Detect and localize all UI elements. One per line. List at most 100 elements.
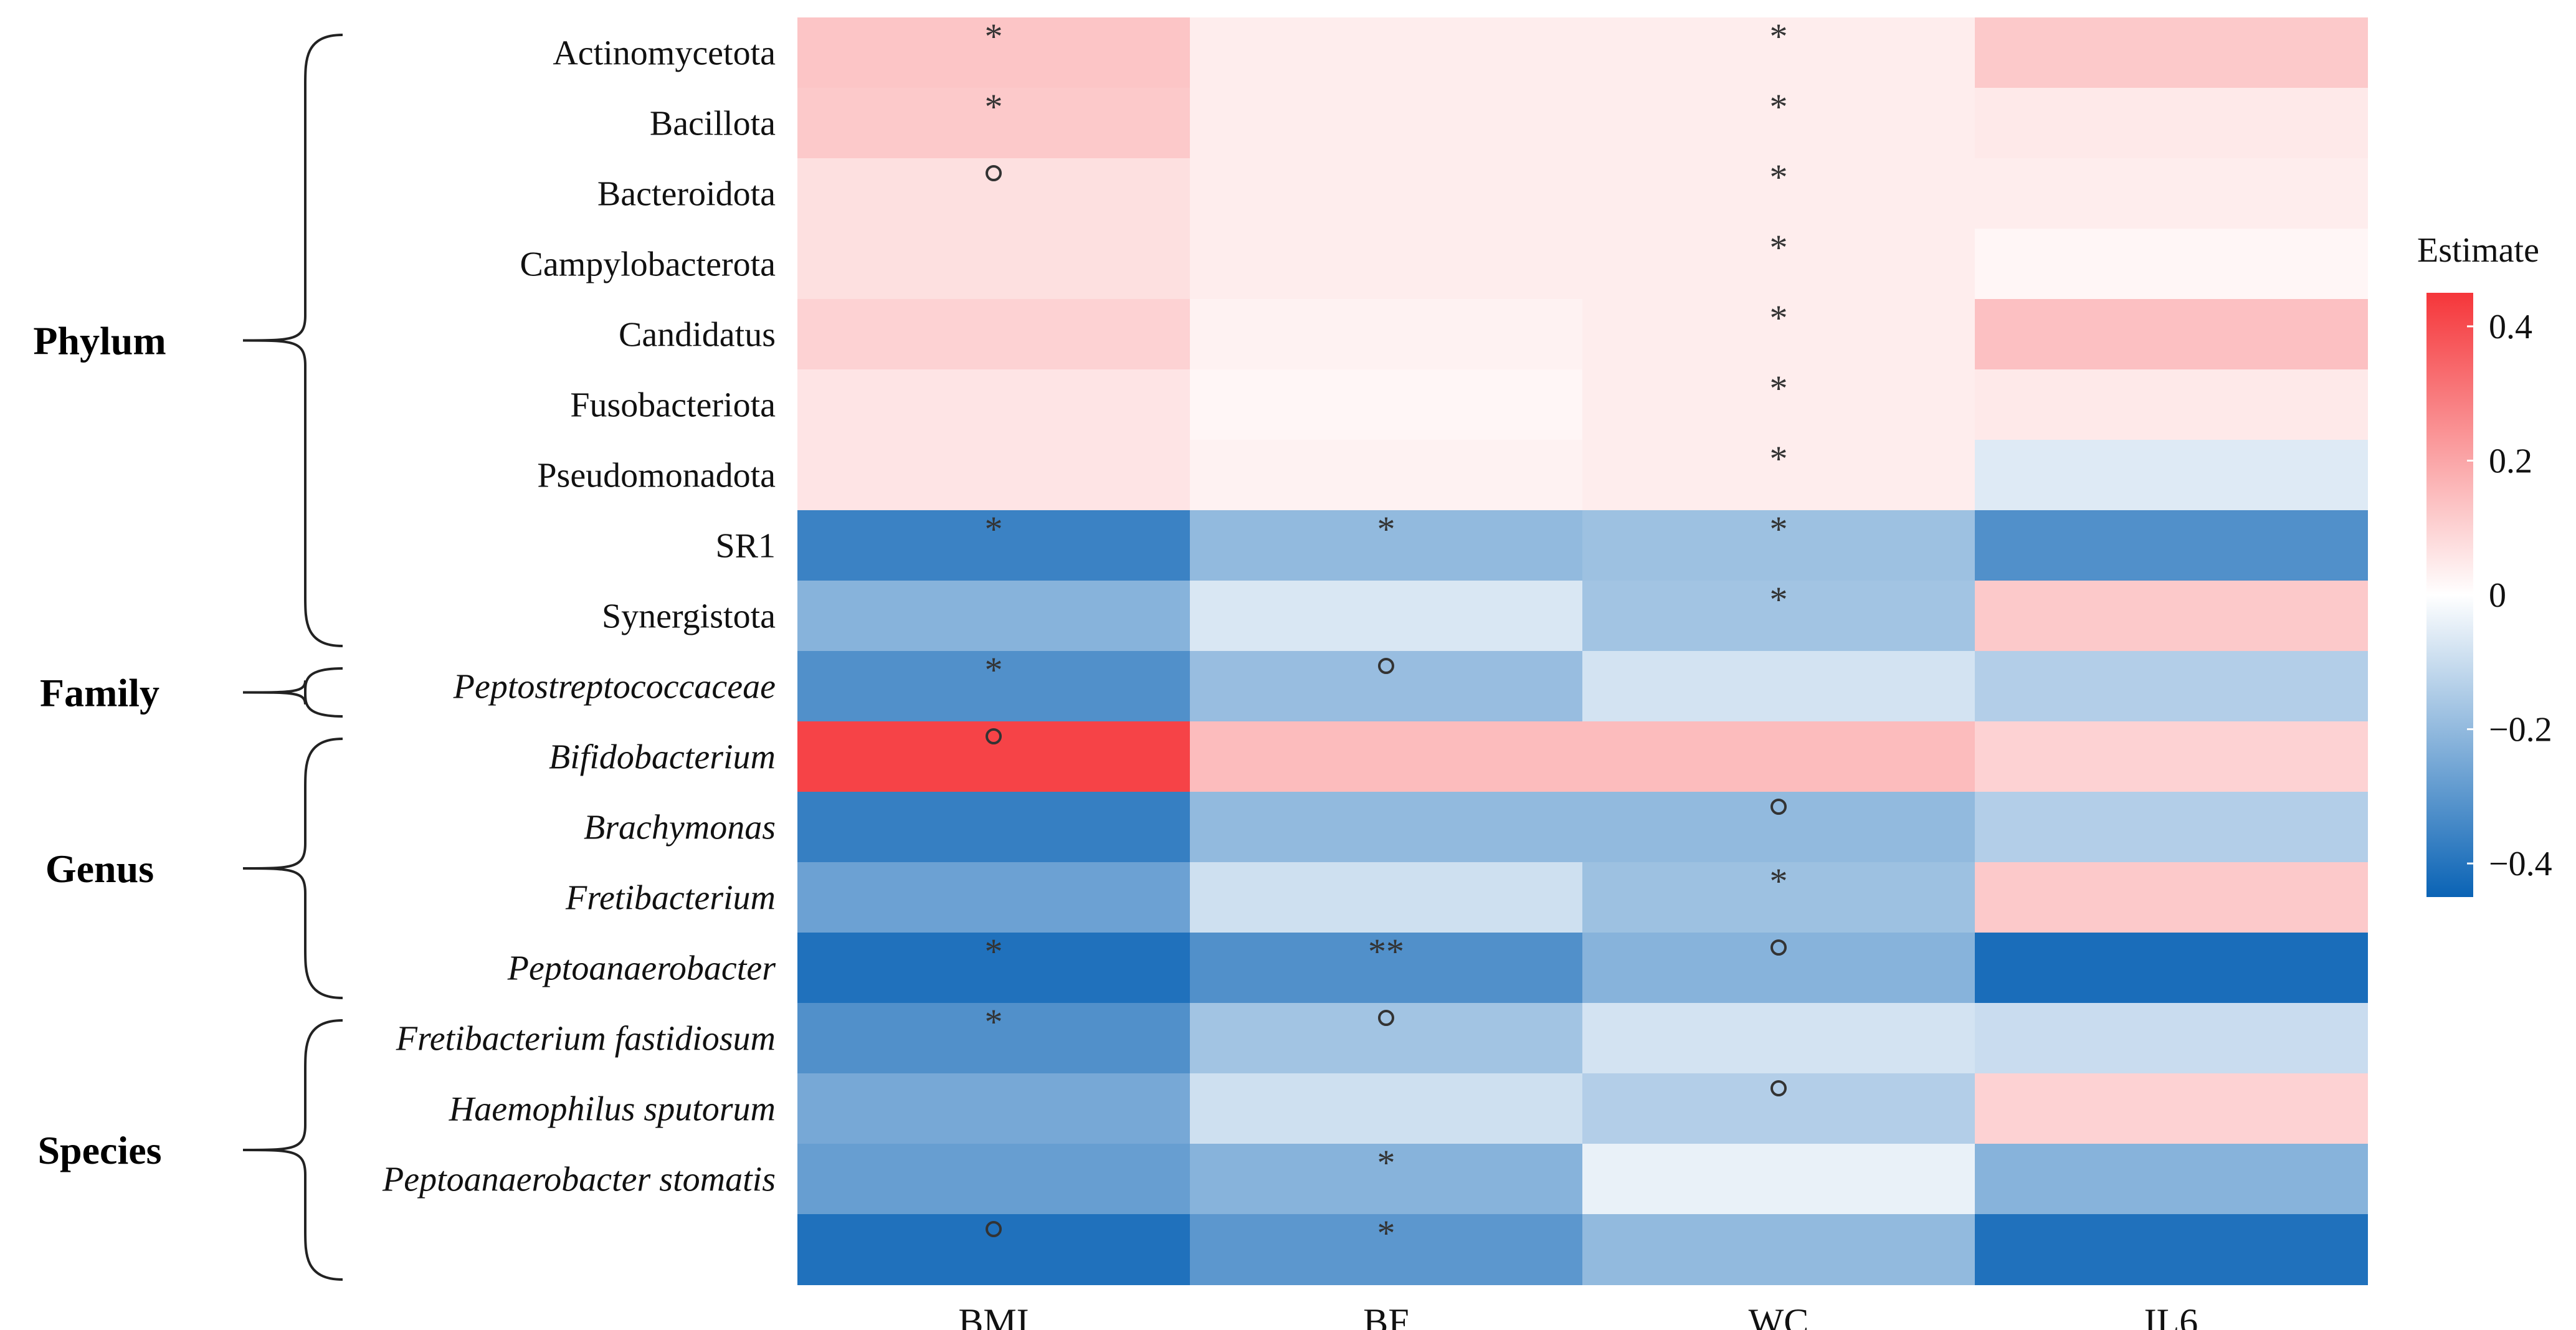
heatmap-cell-bifidobacterium-wc (1582, 721, 1975, 792)
heatmap-cell-candidatus-bmi (797, 299, 1191, 370)
heatmap-cell-haemophilus-sputorum-il6 (1975, 1073, 2368, 1144)
group-label-species: Species (37, 1128, 161, 1172)
row-label-haemophilus-sputorum: Haemophilus sputorum (449, 1090, 776, 1129)
heatmap-cell-bacteroidota-bf (1190, 158, 1583, 229)
heatmap-cell-synergistota-il6 (1975, 581, 2368, 652)
heatmap-cell-fretibacterium-fastidiosum-il6 (1975, 1003, 2368, 1074)
heatmap-cell-sr1-wc (1582, 510, 1975, 581)
significance-mark-asterisk: * (1770, 227, 1788, 268)
row-label-pseudomonadota: Pseudomonadota (537, 457, 776, 495)
heatmap-cell-pseudomonadota-bf (1190, 440, 1583, 511)
heatmap-cell-fretibacterium-fastidiosum-wc (1582, 1003, 1975, 1074)
legend-title: Estimate (2417, 231, 2539, 270)
heatmap-cell-peptostreptococcaceae-bmi (797, 651, 1191, 722)
row-labels: Actinomycetota Bacillota Bacteroidota Campy… (382, 34, 776, 1199)
significance-mark-asterisk: * (985, 16, 1003, 57)
legend-tick-label: 0.4 (2489, 308, 2532, 346)
legend-ticks: 0.4 0.2 0 −0.2 −0.4 (2467, 308, 2552, 883)
heatmap-cell-fretibacterium-wc (1582, 862, 1975, 933)
heatmap-cell-fusobacteriota-bmi (797, 369, 1191, 440)
heatmap-cell-fretibacterium-bmi (797, 862, 1191, 933)
heatmap-cell-fusobacteriota-il6 (1975, 369, 2368, 440)
column-label-bf: BF (1363, 1301, 1409, 1330)
heatmap-cell-bacteroidota-bmi (797, 158, 1191, 229)
legend-colorbar (2426, 293, 2473, 897)
heatmap-cell-campylobacterota-bmi (797, 229, 1191, 300)
row-label-bifidobacterium: Bifidobacterium (549, 738, 776, 777)
heatmap-cell-fusobacteriota-bf (1190, 369, 1583, 440)
heatmap-cell-campylobacterota-il6 (1975, 229, 2368, 300)
heatmap-cell-synergistota-bmi (797, 581, 1191, 652)
significance-mark-asterisk: * (1770, 157, 1788, 197)
significance-mark-asterisk: * (1770, 439, 1788, 479)
heatmap-cell-peptoanaerobacter-il6 (1975, 933, 2368, 1004)
significance-mark-circle (1770, 1080, 1787, 1096)
heatmap-cell-peptoanaerobacter-stomatis-bmi (797, 1144, 1191, 1215)
heatmap-cell-haemophilus-sputorum-bmi (797, 1073, 1191, 1144)
heatmap-cell-brachymonas-bmi (797, 792, 1191, 863)
heatmap-cell-row-18-bmi (797, 1214, 1191, 1285)
legend-tick-label: 0.2 (2489, 442, 2532, 480)
heatmap-cell-peptoanaerobacter-stomatis-bf (1190, 1144, 1583, 1215)
significance-mark-asterisk: * (1770, 298, 1788, 338)
row-label-synergistota: Synergistota (602, 597, 776, 636)
significance-mark-asterisk: * (1770, 16, 1788, 57)
significance-mark-circle (1378, 1010, 1394, 1026)
heatmap-cell-fretibacterium-bf (1190, 862, 1583, 933)
significance-mark-asterisk: * (985, 87, 1003, 127)
significance-mark-asterisk: * (1377, 509, 1395, 549)
heatmap-cell-pseudomonadota-il6 (1975, 440, 2368, 511)
group-label-family: Family (40, 671, 159, 715)
significance-mark-circle (1770, 939, 1787, 956)
heatmap-cell-bacillota-il6 (1975, 88, 2368, 159)
group-label-phylum: Phylum (33, 319, 166, 363)
heatmap-cell-peptostreptococcaceae-wc (1582, 651, 1975, 722)
significance-mark-asterisk: * (985, 650, 1003, 690)
heatmap-cell-bifidobacterium-il6 (1975, 721, 2368, 792)
heatmap-cell-pseudomonadota-wc (1582, 440, 1975, 511)
significance-marks: * ** ******* * ***** ***** (985, 16, 1788, 1253)
heatmap-cell-actinomycetota-bmi (797, 17, 1191, 88)
column-labels: BMI BF WC IL6 (958, 1301, 2198, 1330)
heatmap-cell-campylobacterota-bf (1190, 229, 1583, 300)
heatmap-cell-synergistota-bf (1190, 581, 1583, 652)
significance-mark-asterisk: ** (1368, 931, 1404, 972)
heatmap-cell-fretibacterium-fastidiosum-bf (1190, 1003, 1583, 1074)
significance-mark-asterisk: * (985, 509, 1003, 549)
significance-mark-circle (1378, 658, 1394, 674)
row-label-fretibacterium-fastidiosum: Fretibacterium fastidiosum (396, 1020, 776, 1058)
row-label-campylobacterota: Campylobacterota (520, 245, 776, 284)
heatmap-cell-peptostreptococcaceae-bf (1190, 651, 1583, 722)
group-brace-species (242, 1019, 343, 1281)
significance-mark-asterisk: * (1770, 861, 1788, 901)
heatmap-cell-brachymonas-wc (1582, 792, 1975, 863)
significance-mark-asterisk: * (1770, 509, 1788, 549)
heatmap-cell-row-18-wc (1582, 1214, 1975, 1285)
column-label-bmi: BMI (958, 1301, 1029, 1330)
heatmap-cell-haemophilus-sputorum-wc (1582, 1073, 1975, 1144)
significance-mark-asterisk: * (1770, 579, 1788, 620)
significance-mark-circle (1770, 799, 1787, 815)
heatmap-cell-fretibacterium-il6 (1975, 862, 2368, 933)
heatmap-cell-peptoanaerobacter-bmi (797, 933, 1191, 1004)
heatmap-cell-candidatus-il6 (1975, 299, 2368, 370)
significance-mark-asterisk: * (1770, 368, 1788, 409)
row-label-actinomycetota: Actinomycetota (553, 34, 776, 73)
row-label-bacillota: Bacillota (650, 105, 776, 143)
row-label-candidatus: Candidatus (619, 316, 776, 354)
row-label-peptoanaerobacter-stomatis: Peptoanaerobacter stomatis (382, 1161, 776, 1199)
heatmap-cell-row-18-il6 (1975, 1214, 2368, 1285)
heatmap-cell-sr1-bmi (797, 510, 1191, 581)
heatmap-cell-bacillota-wc (1582, 88, 1975, 159)
heatmap-cell-brachymonas-bf (1190, 792, 1583, 863)
heatmap-cell-bacteroidota-wc (1582, 158, 1975, 229)
row-label-fusobacteriota: Fusobacteriota (570, 386, 776, 425)
significance-mark-asterisk: * (1377, 1213, 1395, 1253)
heatmap-cell-synergistota-wc (1582, 581, 1975, 652)
row-label-brachymonas: Brachymonas (584, 809, 776, 847)
heatmap-cell-actinomycetota-il6 (1975, 17, 2368, 88)
group-brackets: Phylum Family Genus Species (33, 34, 343, 1281)
group-brace-genus (242, 738, 343, 999)
significance-mark-circle (986, 1221, 1002, 1237)
heatmap-cell-candidatus-wc (1582, 299, 1975, 370)
